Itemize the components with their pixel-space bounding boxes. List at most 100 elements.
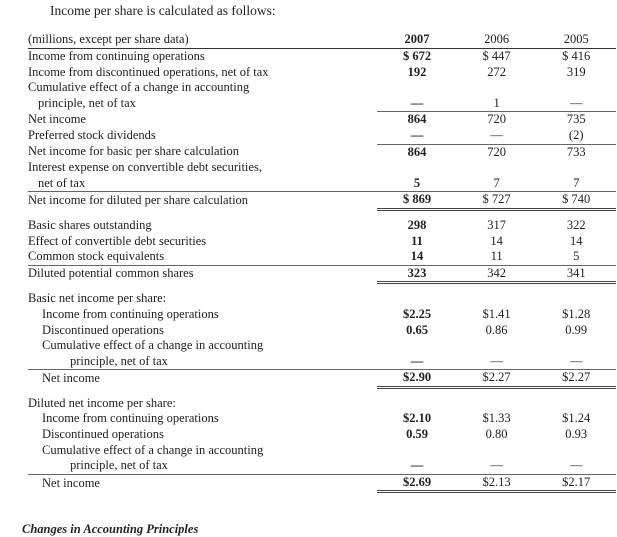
table-row: Effect of convertible debt securities 11… (28, 234, 616, 250)
value-2007: 298 (407, 217, 427, 232)
row-label: Income from continuing operations (28, 49, 205, 63)
row-label: principle, net of tax (70, 353, 168, 368)
value-2006: $1.41 (482, 306, 511, 321)
value-2006: $2.27 (456, 369, 537, 389)
value-2005: 319 (566, 64, 586, 79)
value-2006: 342 (456, 264, 537, 285)
value-2005: $1.28 (562, 306, 591, 321)
table-row: Discontinued operations 0.65 0.86 0.99 (28, 323, 616, 339)
value-2007: $2.90 (377, 369, 457, 389)
value-2005: 341 (536, 264, 616, 285)
value-2006: 317 (487, 217, 506, 232)
table-row: Income from continuing operations $2.10 … (28, 411, 616, 427)
year-2006-header: 2006 (456, 30, 537, 49)
value-2007: $ 672 (402, 49, 432, 63)
value-2007: $2.25 (402, 306, 432, 321)
value-2007: $2.69 (377, 473, 457, 494)
row-label: Cumulative effect of a change in account… (42, 442, 264, 457)
table-row: Net income $2.69 $2.13 $2.17 (28, 473, 616, 494)
row-label: Basic shares outstanding (28, 217, 152, 232)
value-2005: 7 (573, 175, 580, 190)
value-2006: $ 727 (456, 191, 537, 211)
value-2007: 0.65 (406, 322, 428, 337)
section-heading: Basic net income per share: (28, 291, 167, 306)
row-label: Cumulative effect of a change in account… (42, 338, 264, 353)
table-row: Income from discontinued operations, net… (28, 65, 616, 81)
table-row: net of tax 5 7 7 (28, 176, 616, 192)
table-header-row: (millions, except per share data) 2007 2… (28, 30, 616, 49)
value-2005: $2.27 (536, 369, 616, 389)
value-2005: — (569, 458, 583, 473)
value-2005: $2.17 (536, 473, 616, 494)
value-2006: 14 (490, 233, 503, 248)
table-row: Net income for diluted per share calcula… (28, 191, 616, 211)
value-2006: — (490, 127, 503, 142)
value-2006: 272 (487, 64, 506, 79)
value-2005: $ 416 (562, 49, 591, 63)
row-label: Net income (28, 112, 86, 127)
row-label: Interest expense on convertible debt sec… (28, 160, 262, 175)
value-2005: 0.99 (565, 322, 588, 337)
table-row: Cumulative effect of a change in account… (28, 338, 616, 354)
table-row: principle, net of tax — — — (28, 458, 616, 474)
table-row: Preferred stock dividends — — (2) (28, 128, 616, 144)
value-2007: 864 (377, 111, 457, 128)
value-2007: — (410, 353, 424, 368)
value-2007: — (410, 95, 424, 110)
value-2006: 0.80 (485, 427, 508, 442)
row-label: Preferred stock dividends (28, 128, 156, 143)
row-label: Discontinued operations (42, 427, 164, 442)
table-row: Diluted net income per share: (28, 396, 616, 412)
value-2007: $ 869 (377, 191, 457, 211)
value-2006: — (490, 353, 503, 368)
value-2005: $1.24 (562, 411, 591, 426)
row-label: Income from discontinued operations, net… (28, 64, 269, 79)
table-row: Basic shares outstanding 298 317 322 (28, 218, 616, 234)
table-row: Net income 864 720 735 (28, 111, 616, 128)
value-2007: 192 (407, 64, 427, 79)
row-label: Discontinued operations (42, 322, 164, 337)
value-2006: $2.13 (456, 473, 537, 494)
header-label: (millions, except per share data) (28, 30, 378, 49)
value-2007: 323 (377, 264, 457, 285)
intro-text: Income per share is calculated as follow… (50, 3, 276, 18)
value-2005: — (569, 353, 583, 368)
value-2005: 733 (536, 143, 616, 161)
row-label: Net income for diluted per share calcula… (28, 191, 378, 210)
value-2006: 7 (493, 175, 500, 190)
row-label: Income from continuing operations (42, 306, 219, 321)
row-label: Net income (28, 369, 378, 388)
value-2007: 11 (411, 233, 423, 248)
table-row: Net income $2.90 $2.27 $2.27 (28, 369, 616, 389)
row-label: net of tax (38, 175, 86, 190)
row-label: Common stock equivalents (28, 249, 165, 264)
value-2005: — (569, 95, 583, 110)
table-row: principle, net of tax — — — (28, 354, 616, 370)
value-2007: — (410, 458, 424, 473)
next-section-heading: Changes in Accounting Principles (22, 522, 199, 536)
table-row: Basic net income per share: (28, 291, 616, 307)
income-per-share-table: (millions, except per share data) 2007 2… (28, 30, 616, 494)
value-2006: 11 (490, 249, 503, 264)
section-heading: Diluted net income per share: (28, 395, 176, 410)
table-row: principle, net of tax — 1 — (28, 96, 616, 112)
value-2007: — (410, 127, 424, 142)
row-label: Income from continuing operations (42, 411, 219, 426)
value-2006: 0.86 (485, 322, 508, 337)
value-2005: 14 (569, 233, 583, 248)
row-label: Net income for basic per share calculati… (28, 144, 240, 159)
value-2005: 5 (573, 249, 580, 264)
value-2006: $ 447 (482, 49, 511, 63)
value-2007: $2.10 (402, 411, 432, 426)
value-2007: 14 (410, 249, 424, 264)
row-label: Cumulative effect of a change in account… (28, 80, 250, 95)
value-2007: 864 (377, 143, 457, 161)
table-row: Income from continuing operations $2.25 … (28, 307, 616, 323)
value-2006: 720 (456, 111, 537, 128)
value-2005: $ 740 (536, 191, 616, 211)
row-label: principle, net of tax (38, 96, 136, 111)
table-row: Discontinued operations 0.59 0.80 0.93 (28, 427, 616, 443)
table-row: Cumulative effect of a change in account… (28, 443, 616, 459)
value-2007: 5 (413, 175, 421, 190)
value-2005: (2) (568, 127, 584, 142)
